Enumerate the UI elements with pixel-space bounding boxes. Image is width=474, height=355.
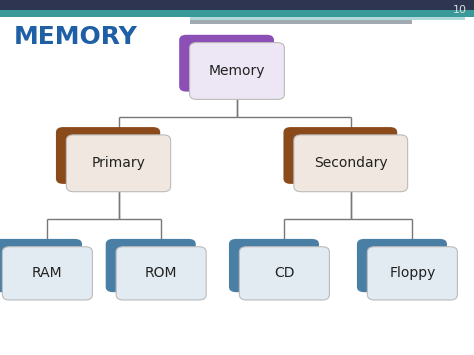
Bar [0, 0, 474, 10]
Text: CD: CD [274, 266, 295, 280]
FancyBboxPatch shape [56, 127, 160, 184]
FancyBboxPatch shape [294, 135, 408, 192]
Text: RAM: RAM [32, 266, 63, 280]
Text: Secondary: Secondary [314, 156, 388, 170]
Text: MEMORY: MEMORY [14, 25, 138, 49]
FancyBboxPatch shape [190, 43, 284, 99]
FancyBboxPatch shape [106, 239, 196, 292]
FancyBboxPatch shape [2, 247, 92, 300]
FancyBboxPatch shape [0, 239, 82, 292]
FancyBboxPatch shape [357, 239, 447, 292]
FancyBboxPatch shape [283, 127, 397, 184]
Text: 10: 10 [453, 5, 467, 15]
FancyBboxPatch shape [66, 135, 171, 192]
FancyBboxPatch shape [367, 247, 457, 300]
Bar [0, 10, 474, 17]
FancyBboxPatch shape [179, 35, 274, 92]
Bar [190, 17, 465, 20]
Text: ROM: ROM [145, 266, 177, 280]
Bar [190, 20, 412, 24]
Text: Floppy: Floppy [389, 266, 436, 280]
Text: Primary: Primary [91, 156, 146, 170]
FancyBboxPatch shape [116, 247, 206, 300]
FancyBboxPatch shape [239, 247, 329, 300]
Text: Memory: Memory [209, 64, 265, 78]
FancyBboxPatch shape [229, 239, 319, 292]
